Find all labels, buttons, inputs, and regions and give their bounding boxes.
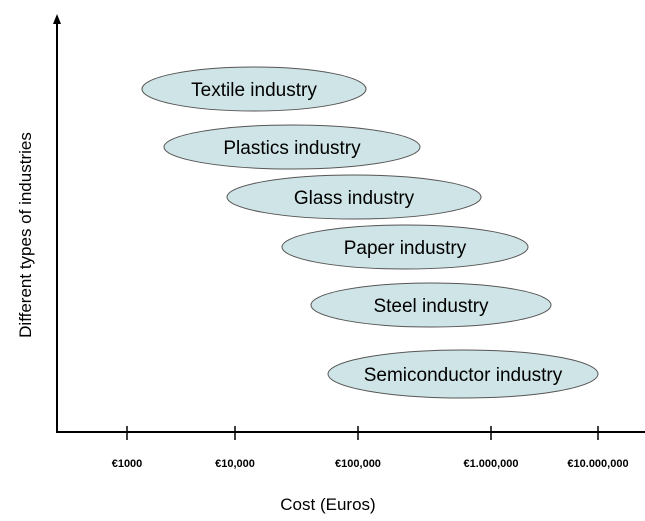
x-tick-label: €100,000 [335, 458, 381, 470]
industry-ellipse [281, 224, 529, 270]
industry-label: Steel industry [373, 296, 489, 317]
industry-ellipse [226, 174, 482, 220]
industry-ellipse [310, 282, 552, 328]
industry-label: Semiconductor industry [364, 365, 563, 386]
industry-ellipse [141, 66, 367, 112]
x-axis-label: Cost (Euros) [280, 495, 375, 514]
industry-ellipse [327, 349, 599, 399]
y-axis-label: Different types of industries [16, 132, 35, 338]
x-tick-label: €10.000,000 [567, 458, 628, 470]
industry-label: Paper industry [344, 238, 467, 259]
x-tick-label: €1.000,000 [463, 458, 518, 470]
industry-label: Textile industry [191, 80, 317, 101]
industry-label: Plastics industry [223, 138, 361, 159]
x-tick-label: €10,000 [215, 458, 255, 470]
industry-label: Glass industry [294, 188, 415, 209]
y-axis-arrow [53, 14, 61, 24]
industry-ellipse [163, 124, 421, 170]
x-tick-label: €1000 [112, 458, 143, 470]
